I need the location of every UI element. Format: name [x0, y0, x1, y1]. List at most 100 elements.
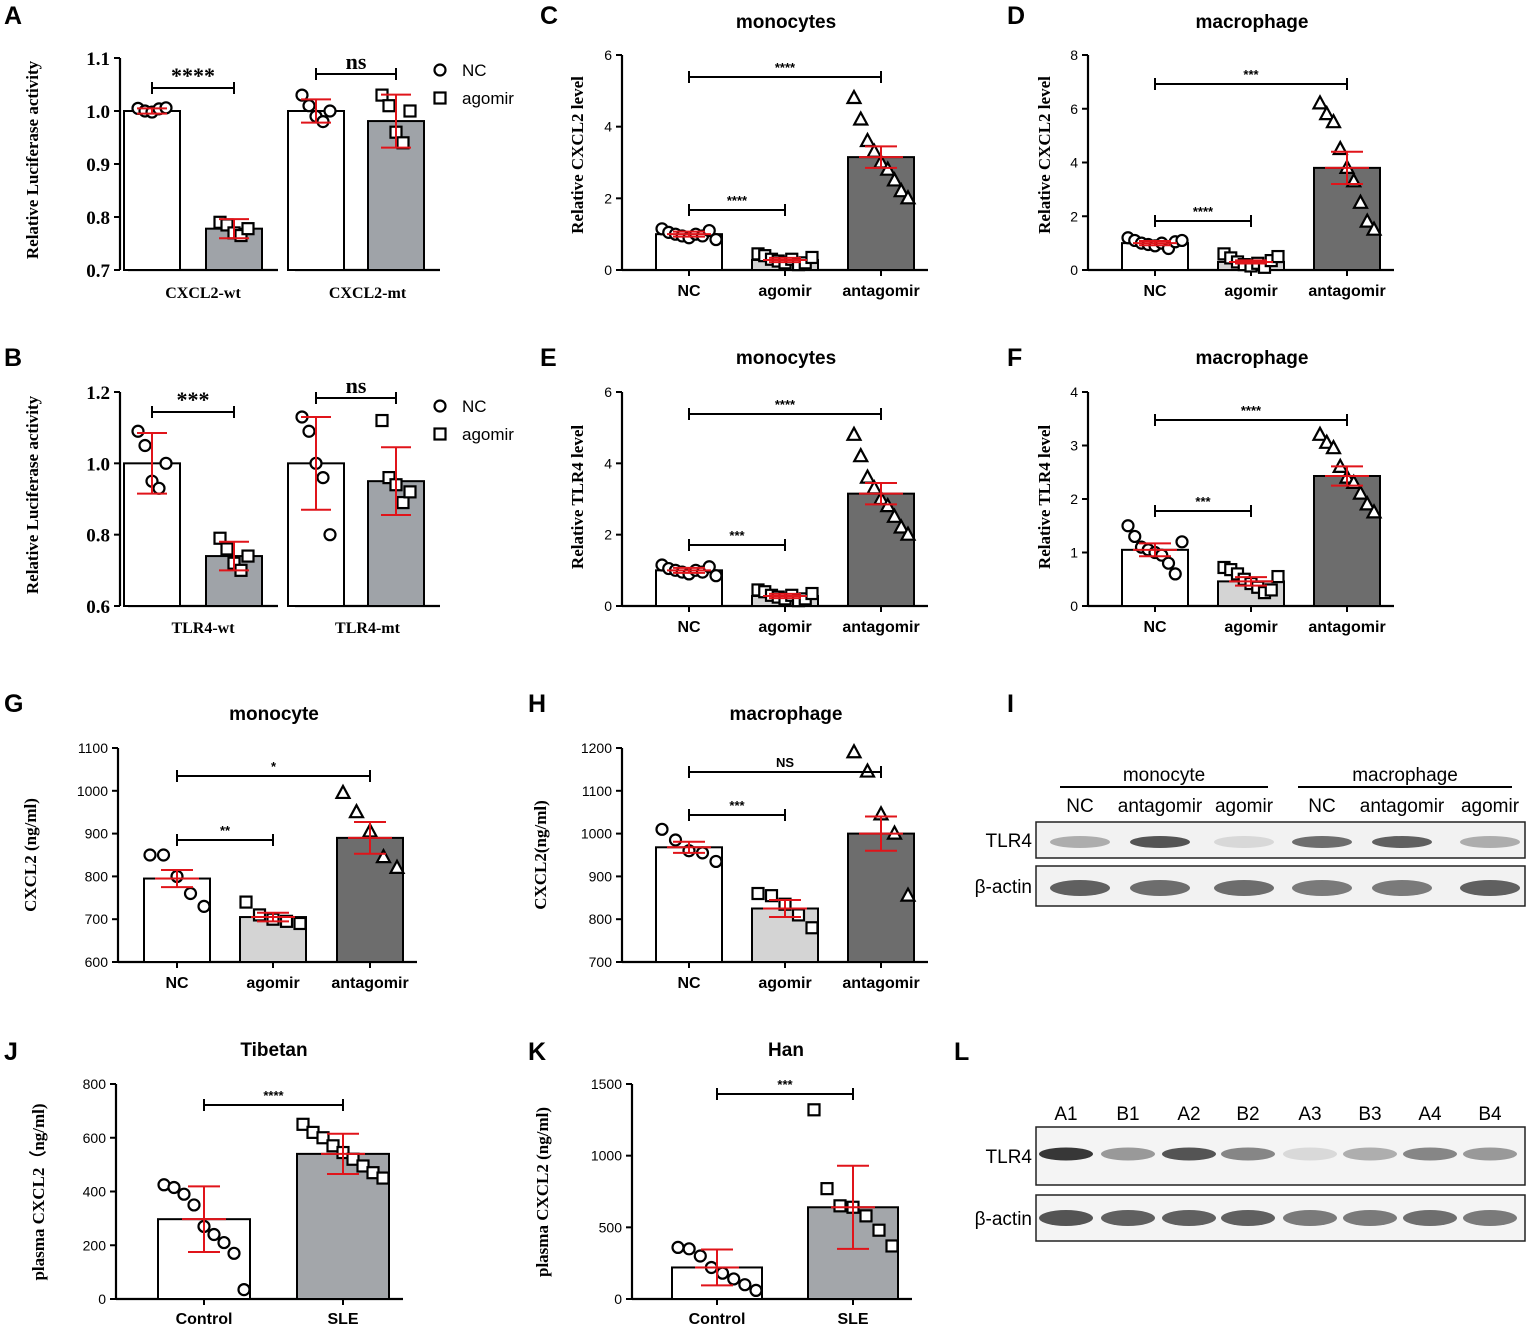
significance-0-label: ****	[775, 397, 796, 412]
significance-1-label: ****	[727, 193, 748, 208]
significance-1-label: ****	[1193, 204, 1214, 219]
blot-strip	[1035, 821, 1526, 859]
data-point	[239, 895, 253, 909]
data-point	[899, 886, 917, 902]
y-tick-label: 0	[614, 1291, 622, 1307]
data-point	[1352, 484, 1369, 500]
legend-label: NC	[462, 61, 487, 80]
data-point	[1318, 433, 1336, 449]
x-tick-label: NC	[165, 975, 189, 992]
y-axis-label: CXCL2(ng/ml)	[531, 800, 550, 910]
blot-band	[1403, 1210, 1457, 1226]
significance-0-label: ****	[263, 1088, 284, 1103]
y-tick-label: 600	[83, 1130, 107, 1146]
lane-label: A4	[1418, 1104, 1442, 1125]
data-point	[348, 802, 365, 819]
y-axis-label: Relative TLR4 level	[1035, 425, 1054, 569]
data-point	[1325, 438, 1342, 455]
y-axis-label: Relative TLR4 level	[568, 425, 587, 569]
blot-group-label: monocyte	[1123, 765, 1205, 786]
data-point	[872, 1223, 886, 1237]
data-point	[152, 481, 166, 495]
group-label: CXCL2-wt	[165, 285, 241, 302]
y-tick-label: 0	[98, 1291, 106, 1307]
y-tick-label: 6	[1070, 101, 1078, 117]
lane-label: antagomir	[1360, 796, 1445, 817]
chart-title: monocytes	[736, 12, 836, 33]
data-point	[845, 425, 863, 441]
y-tick-label: 900	[85, 826, 109, 842]
y-tick-label: 900	[589, 868, 613, 884]
blot-band	[1039, 1210, 1093, 1226]
blot-band	[1050, 836, 1110, 848]
blot-band	[1162, 1147, 1216, 1161]
chart-title: monocyte	[229, 704, 319, 725]
blot-band	[1403, 1147, 1457, 1161]
blot-band	[1130, 836, 1190, 848]
y-tick-label: 400	[83, 1184, 107, 1200]
data-point	[845, 88, 863, 105]
data-point	[820, 1182, 834, 1196]
y-axis-label: plasma CXCL2（ng/ml)	[28, 1103, 48, 1280]
data-point	[1271, 249, 1285, 264]
panel-letter-g: G	[4, 690, 24, 718]
bar-nc	[143, 877, 211, 963]
data-point	[655, 822, 669, 836]
x-tick-label: antagomir	[842, 975, 919, 992]
blot-band	[1130, 880, 1190, 896]
y-tick-label: 2	[1070, 491, 1078, 507]
data-point	[709, 569, 723, 583]
blot-group-label: macrophage	[1352, 765, 1458, 786]
lane-label: A2	[1177, 1104, 1200, 1125]
chart-g: monocyte CXCL2 (ng/ml) 600 700 800 900 1000 110…	[21, 704, 417, 992]
data-point	[682, 1242, 696, 1256]
group-label: TLR4-wt	[171, 620, 235, 637]
y-tick-label: 0.6	[86, 597, 110, 618]
data-point	[241, 222, 255, 236]
chart-title: Han	[768, 1040, 804, 1061]
blot-band	[1283, 1210, 1337, 1226]
significance-0-label: ***	[177, 387, 210, 412]
data-point	[403, 104, 417, 118]
data-point	[1325, 112, 1342, 129]
y-tick-label: 1.1	[86, 49, 110, 70]
bar-antagomir	[1313, 474, 1381, 607]
data-point	[234, 228, 248, 243]
row-label: TLR4	[986, 831, 1033, 852]
blot-i: monocyte macrophage NC antagomir agomir NC ant…	[975, 765, 1526, 907]
data-point	[1311, 425, 1329, 441]
significance-1-label: ***	[1195, 494, 1211, 509]
data-point	[375, 413, 389, 428]
x-tick-label: NC	[1143, 283, 1167, 300]
y-tick-label: 2	[604, 527, 612, 543]
data-point	[859, 468, 876, 484]
y-tick-label: 4	[1070, 384, 1078, 400]
data-point	[807, 1103, 821, 1117]
blot-band	[1292, 836, 1352, 848]
data-point	[382, 471, 396, 485]
legend-label: NC	[462, 397, 487, 416]
y-tick-label: 3	[1070, 438, 1078, 454]
data-point	[217, 1235, 231, 1250]
lane-label: B3	[1358, 1104, 1381, 1125]
bar-nc	[287, 110, 345, 271]
data-point	[852, 446, 870, 463]
data-point	[1264, 583, 1278, 597]
blot-band	[1372, 880, 1432, 896]
x-tick-label: SLE	[837, 1311, 868, 1325]
lane-label: agomir	[1461, 796, 1520, 817]
data-point	[1271, 569, 1285, 584]
lane-label: NC	[1066, 796, 1093, 817]
x-tick-label: agomir	[1224, 283, 1277, 300]
data-point	[1318, 104, 1336, 121]
x-tick-label: agomir	[1224, 619, 1277, 636]
x-tick-label: antagomir	[842, 283, 919, 300]
data-point	[671, 1240, 685, 1255]
data-point	[1365, 220, 1383, 236]
data-point	[323, 104, 337, 118]
data-point	[833, 1199, 847, 1213]
group-label: TLR4-mt	[335, 620, 401, 637]
data-point	[197, 899, 211, 913]
significance-1-label: ns	[346, 49, 367, 74]
data-point	[764, 889, 779, 903]
